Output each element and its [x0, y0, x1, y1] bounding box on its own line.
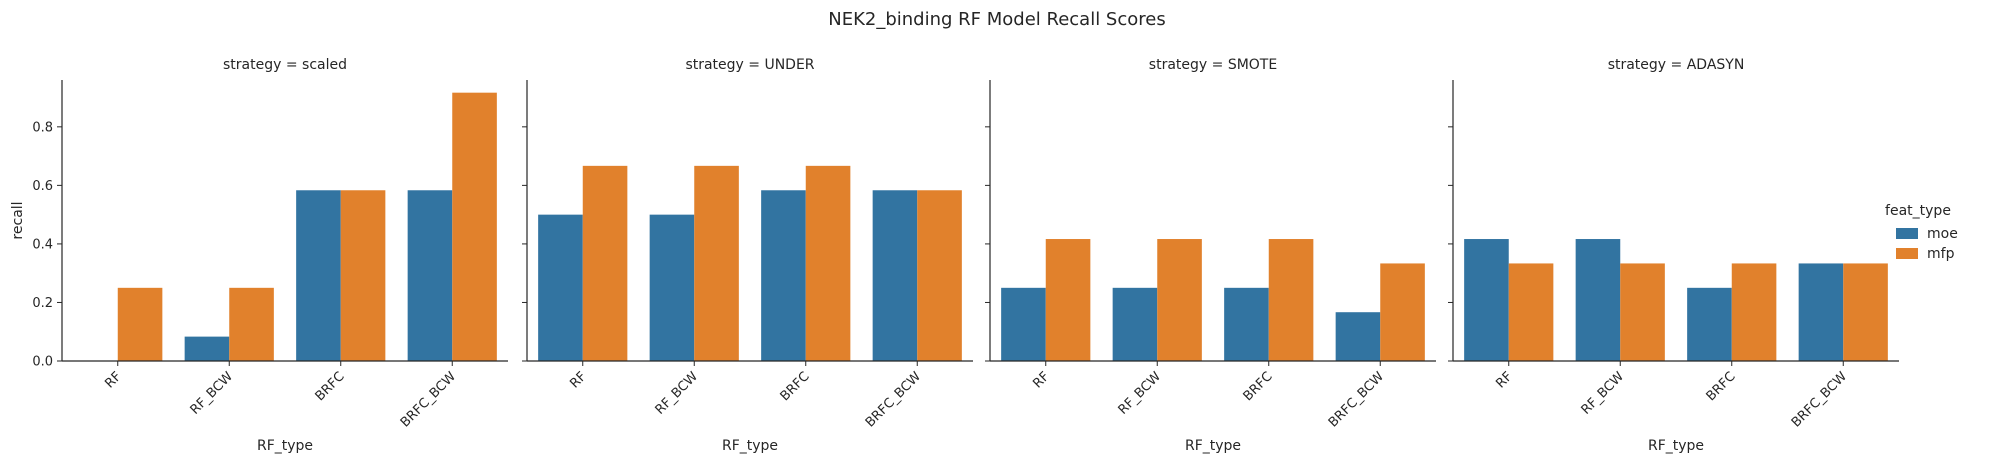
facet-panel: strategy = UNDER RF RF_BCW BRFC BRFC_BCW RF_t…	[522, 57, 973, 454]
facet-panel: strategy = scaled 0.0 0.2 0.4 0.6 0.8 RF RF_BCW…	[32, 57, 508, 454]
legend-title: feat_type	[1885, 203, 1951, 219]
bar-mfp	[694, 165, 739, 361]
legend-swatch-moe	[1896, 228, 1918, 239]
bar-mfp	[1508, 263, 1554, 361]
facet-panel: strategy = SMOTE RF RF_BCW BRFC BRFC_BCW RF_t…	[985, 57, 1436, 454]
bar-mfp	[1843, 263, 1888, 361]
y-tick-label: 0.6	[32, 179, 53, 194]
x-tick-label: BRFC_BCW	[398, 369, 459, 430]
bar-moe	[1112, 287, 1158, 361]
y-tick-label: 0.8	[32, 120, 53, 135]
bar-moe	[1798, 263, 1844, 361]
y-axis-label: recall	[10, 201, 26, 239]
x-axis-label: RF_type	[1648, 438, 1704, 454]
bar-mfp	[1268, 239, 1314, 361]
x-axis-label: RF_type	[722, 438, 778, 454]
x-tick-label: RF_BCW	[1579, 369, 1628, 418]
x-tick-label: BRFC	[313, 369, 348, 404]
facet-title: strategy = UNDER	[685, 57, 814, 73]
bar-mfp	[452, 92, 497, 362]
x-tick-label: BRFC	[1704, 369, 1739, 404]
bar-mfp	[1731, 263, 1777, 361]
bar-moe	[1575, 239, 1621, 361]
bar-mfp	[1045, 239, 1091, 361]
bar-mfp	[805, 165, 851, 361]
facet-grid: strategy = scaled 0.0 0.2 0.4 0.6 0.8 RF RF_BCW…	[10, 57, 1899, 454]
y-tick-label: 0.4	[32, 237, 53, 252]
x-tick-label: RF	[1030, 369, 1052, 391]
x-tick-label: BRFC	[1241, 369, 1276, 404]
chart-title: NEK2_binding RF Model Recall Scores	[828, 9, 1165, 30]
bar-moe	[872, 190, 918, 361]
y-tick-label: 0.2	[32, 296, 53, 311]
bar-moe	[761, 190, 806, 361]
bar-mfp	[1380, 263, 1425, 361]
bar-moe	[1687, 287, 1732, 361]
bar-moe	[649, 214, 695, 361]
x-tick-label: BRFC	[778, 369, 813, 404]
bar-moe	[1335, 312, 1381, 361]
legend-label-moe: moe	[1927, 226, 1958, 242]
x-tick-label: RF	[102, 369, 124, 391]
bar-mfp	[229, 287, 274, 361]
bar-mfp	[117, 287, 163, 361]
facet-title: strategy = ADASYN	[1608, 57, 1745, 73]
x-tick-label: RF_BCW	[653, 369, 702, 418]
x-tick-label: BRFC_BCW	[863, 369, 924, 430]
x-axis-label: RF_type	[257, 438, 313, 454]
bar-moe	[1001, 287, 1046, 361]
bar-moe	[407, 190, 453, 361]
facet-panel: strategy = ADASYN RF RF_BCW BRFC BRFC_BCW RF_…	[1448, 57, 1899, 454]
bar-mfp	[917, 190, 962, 361]
bar-mfp	[1620, 263, 1665, 361]
bar-moe	[1224, 287, 1269, 361]
x-tick-label: RF_BCW	[1116, 369, 1165, 418]
bar-mfp	[582, 165, 628, 361]
bar-mfp	[1157, 239, 1202, 361]
legend-swatch-mfp	[1896, 248, 1918, 259]
x-tick-label: RF	[1493, 369, 1515, 391]
bar-moe	[1464, 239, 1509, 361]
facet-title: strategy = scaled	[223, 57, 347, 73]
x-tick-label: RF_BCW	[188, 369, 237, 418]
facet-title: strategy = SMOTE	[1149, 57, 1277, 73]
bar-moe	[296, 190, 341, 361]
x-tick-label: RF	[567, 369, 589, 391]
bar-moe	[184, 336, 230, 361]
bar-moe	[538, 214, 583, 361]
x-tick-label: BRFC_BCW	[1789, 369, 1850, 430]
bar-mfp	[340, 190, 386, 361]
x-axis-label: RF_type	[1185, 438, 1241, 454]
y-tick-label: 0.0	[32, 355, 53, 370]
x-tick-label: BRFC_BCW	[1326, 369, 1387, 430]
legend-label-mfp: mfp	[1927, 246, 1955, 262]
